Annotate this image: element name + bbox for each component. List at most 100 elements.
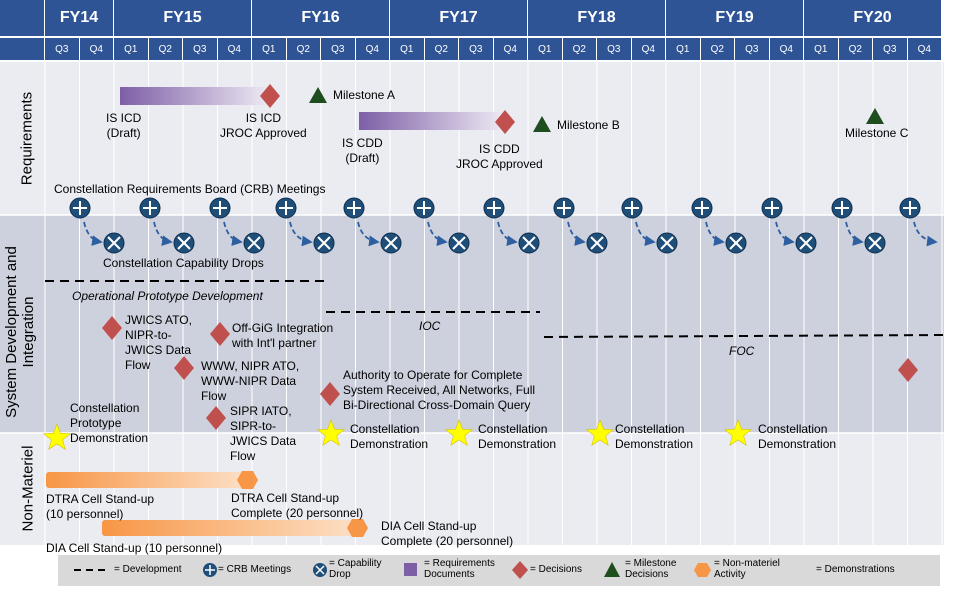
- fy-header-fy16: FY16: [252, 0, 390, 36]
- capability-drop-icon: [313, 232, 335, 254]
- dia-standup-label: DIA Cell Stand-up (10 personnel): [46, 541, 223, 555]
- crb-meetings: [69, 197, 921, 219]
- lane-title-sdi-line1: System Development and: [3, 246, 20, 418]
- jwics-ato-label: JWICS ATO, NIPR-to- JWICS Data Flow: [125, 313, 192, 372]
- crb-meeting-icon: [761, 197, 783, 219]
- quarter-header-cell: Q1: [666, 38, 701, 60]
- crb-to-drop-arrow: [223, 221, 243, 246]
- fy20-decision: [898, 358, 918, 382]
- dia-complete-label: DIA Cell Stand-up Complete (20 personnel…: [381, 519, 514, 548]
- legend-req-icon: [404, 563, 417, 576]
- demonstration-star-2: [444, 419, 474, 446]
- www-nipr-decision: [174, 356, 194, 380]
- quarter-header-cell: Q4: [79, 38, 114, 60]
- milestone-c-triangle: [866, 108, 884, 124]
- crb-meeting-icon: [209, 197, 231, 219]
- is-cdd-bar: [359, 112, 507, 130]
- quarter-header-cell: Q3: [735, 38, 770, 60]
- legend-milestone-label: = Milestone Decisions: [625, 558, 677, 580]
- dtra-complete-marker: [237, 471, 258, 489]
- crb-to-drop-arrow: [357, 221, 380, 247]
- sipr-iato-label: SIPR IATO, SIPR-to- JWICS Data Flow: [230, 404, 297, 463]
- capability-drop-icon: [380, 232, 402, 254]
- legend-demo-label: = Demonstrations: [816, 564, 895, 575]
- capability-drop-icon: [656, 232, 678, 254]
- header-corner-0: [0, 0, 45, 36]
- is-icd-jroc-label: IS ICD JROC Approved: [220, 111, 307, 140]
- crb-meeting-icon: [899, 197, 921, 219]
- crb-meeting-icon: [275, 197, 297, 219]
- capability-drop-icon: [864, 232, 886, 254]
- quarter-gridlines: [44, 62, 943, 545]
- crb-to-drop-arrow: [845, 221, 864, 246]
- dtra-complete-label: DTRA Cell Stand-up Complete (20 personne…: [231, 491, 364, 520]
- legend-milestone-icon: [604, 562, 620, 577]
- capability-drop-icon: [448, 232, 470, 254]
- fy-header-fy15: FY15: [114, 0, 252, 36]
- fy-header-fy14: FY14: [45, 0, 114, 36]
- capability-drop-icon: [243, 232, 265, 254]
- quarter-header-cell: Q4: [493, 38, 528, 60]
- capability-drop-icon: [795, 232, 817, 254]
- is-cdd-draft-label: IS CDD (Draft): [342, 136, 383, 165]
- legend-decision-label: = Decisions: [530, 564, 582, 575]
- quarter-header-cell: Q4: [355, 38, 390, 60]
- crb-meeting-icon: [691, 197, 713, 219]
- demonstration-star-4: [723, 419, 753, 446]
- capability-drop-icon: [103, 232, 125, 254]
- jwics-ato-decision: [102, 316, 122, 340]
- crb-to-drop-arrow: [289, 221, 313, 247]
- www-nipr-label: WWW, NIPR ATO, WWW-NIPR Data Flow: [201, 359, 300, 403]
- crb-to-drop-arrow: [427, 221, 448, 247]
- crb-meeting-icon: [483, 197, 505, 219]
- demo-label-3: Constellation Demonstration: [615, 422, 694, 451]
- milestone-a-label: Milestone A: [333, 88, 396, 102]
- fy-header-fy18: FY18: [528, 0, 666, 36]
- quarter-header-cell: Q3: [597, 38, 632, 60]
- quarter-header-cell: Q1: [528, 38, 563, 60]
- lane-title-requirements: Requirements: [18, 91, 36, 186]
- quarter-header-cell: Q3: [873, 38, 908, 60]
- capability-drops-label: Constellation Capability Drops: [103, 256, 264, 270]
- capability-drop-icon: [518, 232, 540, 254]
- quarter-header-cell: Q2: [424, 38, 459, 60]
- legend-crb-label: = CRB Meetings: [218, 564, 292, 575]
- milestone-a-triangle: [309, 87, 327, 103]
- crb-meeting-icon: [139, 197, 161, 219]
- legend-box: [58, 555, 940, 586]
- crb-meeting-icon: [621, 197, 643, 219]
- sipr-iato-decision: [206, 406, 226, 430]
- quarter-header-cell: Q1: [804, 38, 839, 60]
- crb-meeting-icon: [553, 197, 575, 219]
- operational-prototype-label: Operational Prototype Development: [72, 289, 263, 303]
- quarter-header-cell: Q2: [700, 38, 735, 60]
- crb-to-drop-arrow: [635, 221, 656, 247]
- quarter-header-cell: Q1: [390, 38, 425, 60]
- is-cdd-jroc-decision: [495, 110, 515, 134]
- quarter-header-cell: Q4: [907, 38, 942, 60]
- is-cdd-jroc-label: IS CDD JROC Approved: [456, 142, 543, 171]
- is-icd-draft-label: IS ICD (Draft): [106, 111, 142, 140]
- legend-crb-icon: [203, 563, 217, 577]
- prototype-demo-label: Constellation Prototype Demonstration: [70, 401, 149, 445]
- lane-title-sdi: System Development and Integration: [3, 222, 37, 442]
- quarter-header-cell: Q1: [252, 38, 287, 60]
- crb-to-drop-arrow: [497, 221, 518, 247]
- crb-meeting-icon: [343, 197, 365, 219]
- crb-to-drop-arrow: [705, 221, 725, 246]
- off-gig-label: Off-GiG Integration with Int'l partner: [232, 321, 334, 350]
- is-icd-bar: [120, 87, 272, 105]
- off-gig-decision: [210, 322, 230, 346]
- legend-drop-label: = Capability Drop: [329, 558, 382, 580]
- dia-standup-bar: [102, 520, 362, 536]
- quarter-header-cell: Q2: [562, 38, 597, 60]
- ato-complete-label: Authority to Operate for Complete System…: [343, 368, 536, 412]
- legend-req-label: = Requirements Documents: [424, 558, 495, 580]
- demonstration-star-1: [316, 419, 346, 446]
- legend-drop-icon: [313, 563, 327, 577]
- capability-drops: [83, 221, 938, 254]
- milestone-b-label: Milestone B: [557, 118, 620, 132]
- milestone-c-label: Milestone C: [845, 126, 909, 140]
- fy-header-fy20: FY20: [804, 0, 942, 36]
